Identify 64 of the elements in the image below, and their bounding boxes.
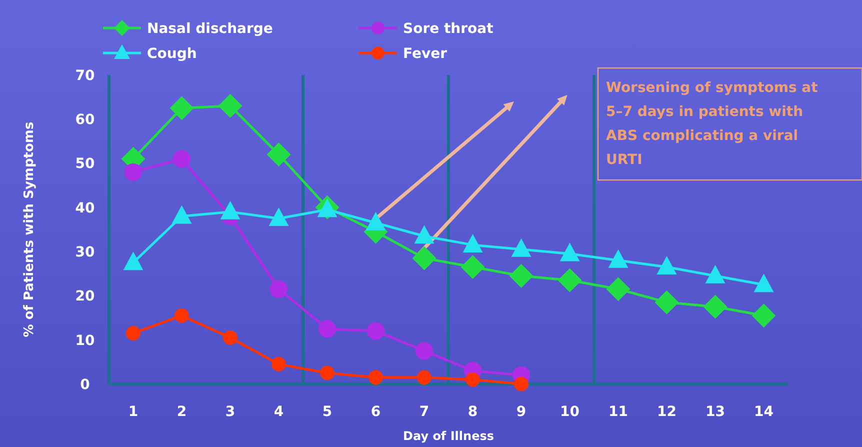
- x-tick-label: 9: [516, 404, 526, 420]
- point: [368, 370, 383, 385]
- y-tick-label: 70: [75, 68, 95, 84]
- legend-label: Sore throat: [403, 20, 494, 37]
- point: [514, 376, 528, 392]
- y-tick-label: 50: [75, 156, 95, 172]
- point: [412, 246, 436, 270]
- y-tick-label: 60: [75, 112, 95, 128]
- x-tick-label: 7: [419, 404, 430, 420]
- x-tick-label: 3: [225, 404, 236, 420]
- point: [266, 142, 291, 166]
- point: [123, 252, 144, 270]
- point: [126, 326, 140, 340]
- point: [558, 268, 582, 292]
- point: [414, 225, 434, 244]
- point: [560, 242, 580, 262]
- point: [415, 342, 434, 360]
- x-tick-label: 11: [608, 404, 628, 420]
- point: [366, 322, 385, 340]
- point: [460, 255, 485, 280]
- legend-label: Cough: [147, 46, 197, 62]
- point: [466, 372, 480, 387]
- x-tick-label: 5: [322, 404, 332, 420]
- point: [366, 212, 386, 230]
- x-tick-label: 1: [128, 404, 138, 420]
- point: [754, 274, 774, 292]
- legend-label: Fever: [403, 46, 448, 62]
- point: [172, 150, 191, 168]
- point: [318, 320, 336, 338]
- point: [124, 163, 142, 181]
- y-tick-label: 10: [75, 332, 95, 349]
- point: [752, 304, 776, 328]
- x-tick-label: 13: [706, 404, 725, 420]
- point: [703, 294, 728, 319]
- point: [272, 356, 286, 372]
- point: [417, 370, 432, 385]
- point: [320, 366, 334, 380]
- y-tick-label: 0: [80, 376, 90, 393]
- y-tick-label: 40: [75, 200, 95, 216]
- x-tick-label: 6: [370, 404, 381, 420]
- point: [511, 238, 532, 257]
- point: [606, 277, 630, 302]
- x-axis-title: Day of Illness: [403, 429, 494, 443]
- x-tick-label: 2: [176, 404, 187, 420]
- point: [654, 290, 679, 314]
- y-axis-title: % of Patients with Symptoms: [22, 122, 37, 338]
- annotation: Worsening of symptoms at 5–7 days in patients with ABS complicating a viral URTI: [606, 80, 818, 168]
- x-tick-label: 10: [560, 404, 580, 420]
- y-tick-label: 20: [75, 288, 95, 305]
- x-tick-label: 8: [468, 404, 478, 420]
- point: [220, 200, 240, 220]
- x-tick-label: 14: [754, 404, 774, 420]
- point: [172, 205, 192, 224]
- point: [656, 256, 677, 275]
- x-tick-label: 4: [274, 404, 284, 420]
- y-tick-label: 30: [75, 244, 95, 260]
- point: [223, 330, 238, 345]
- x-tick-label: 12: [657, 404, 676, 420]
- point: [218, 94, 242, 118]
- point: [170, 96, 194, 120]
- point: [270, 280, 288, 298]
- legend-label: Nasal discharge: [147, 20, 273, 37]
- point: [174, 308, 189, 323]
- point: [509, 264, 534, 288]
